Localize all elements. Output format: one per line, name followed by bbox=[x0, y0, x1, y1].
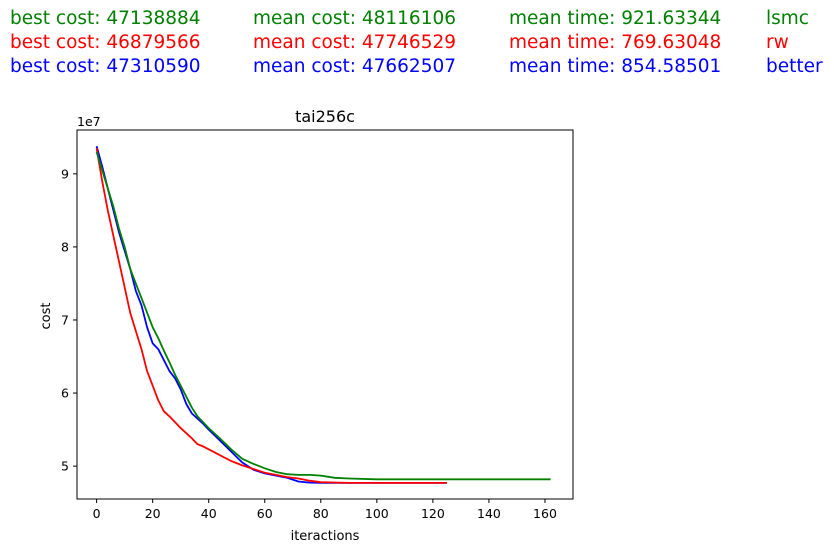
x-tick-label: 20 bbox=[145, 506, 161, 521]
x-ticks: 0 20 40 60 80 100 120 140 160 bbox=[93, 499, 557, 521]
series-line-rw bbox=[95, 148, 447, 484]
stats-block: best cost: 47138884 mean cost: 48116106 … bbox=[0, 0, 834, 80]
series-line-better bbox=[95, 145, 447, 484]
y-tick-label: 8 bbox=[61, 239, 69, 254]
x-tick-label: 160 bbox=[533, 506, 557, 521]
y-scale-label: 1e7 bbox=[77, 114, 101, 129]
plot-lines bbox=[95, 145, 551, 484]
chart-title: tai256c bbox=[295, 107, 355, 126]
stat-method-name: lsmc bbox=[766, 8, 809, 29]
stat-method-name: rw bbox=[766, 32, 789, 53]
x-tick-label: 140 bbox=[477, 506, 501, 521]
stat-method-name: better bbox=[766, 56, 823, 77]
y-ticks: 5 6 7 8 9 bbox=[61, 166, 77, 474]
stat-best-cost: best cost: 46879566 bbox=[10, 32, 201, 53]
stat-best-cost: best cost: 47138884 bbox=[10, 8, 201, 29]
x-tick-label: 40 bbox=[201, 506, 217, 521]
plot-frame bbox=[76, 129, 574, 500]
x-tick-label: 80 bbox=[313, 506, 329, 521]
x-tick-label: 60 bbox=[257, 506, 273, 521]
x-tick-label: 120 bbox=[421, 506, 445, 521]
y-axis-label: cost bbox=[39, 303, 54, 330]
y-tick-label: 9 bbox=[61, 166, 69, 181]
stat-mean-time: mean time: 769.63048 bbox=[509, 32, 722, 53]
x-tick-label: 100 bbox=[365, 506, 389, 521]
y-tick-label: 7 bbox=[61, 312, 69, 327]
x-axis-label: iteractions bbox=[291, 529, 360, 544]
y-tick-label: 6 bbox=[61, 386, 69, 401]
stat-mean-cost: mean cost: 48116106 bbox=[253, 8, 457, 29]
stat-best-cost: best cost: 47310590 bbox=[10, 56, 201, 77]
stat-mean-cost: mean cost: 47662507 bbox=[253, 56, 457, 77]
stat-mean-cost: mean cost: 47746529 bbox=[253, 32, 457, 53]
y-tick-label: 5 bbox=[61, 459, 69, 474]
x-tick-label: 0 bbox=[93, 506, 101, 521]
series-line-lsmc bbox=[95, 151, 551, 481]
stat-mean-time: mean time: 921.63344 bbox=[509, 8, 722, 29]
stat-mean-time: mean time: 854.58501 bbox=[509, 56, 722, 77]
